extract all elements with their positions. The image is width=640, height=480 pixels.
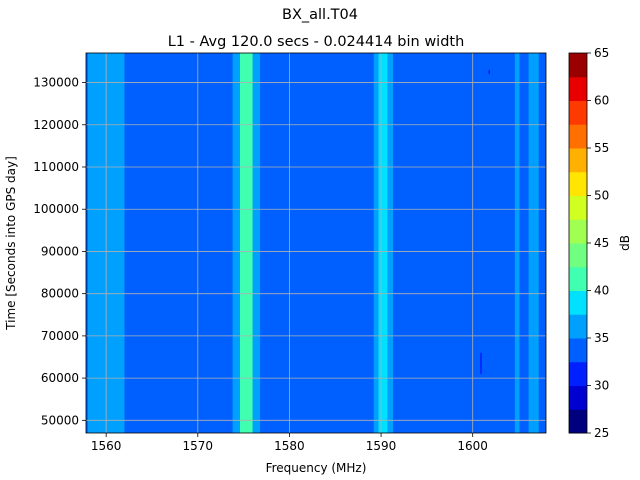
colorbar-segment-9 (569, 195, 587, 220)
x-tick-label-4: 1600 (457, 439, 488, 453)
y-tick-label-3: 80000 (41, 287, 79, 301)
colorbar-segment-2 (569, 361, 587, 386)
y-tick-label-8: 130000 (33, 76, 79, 90)
x-tick-label-2: 1580 (274, 439, 305, 453)
colorbar-label: dB (618, 235, 632, 251)
heatmap-band-10 (533, 53, 539, 433)
chart-subtitle: L1 - Avg 120.0 secs - 0.024414 bin width (168, 34, 465, 50)
colorbar-segment-5 (569, 290, 587, 315)
grid-lines (86, 53, 546, 433)
y-tick-label-2: 70000 (41, 329, 79, 343)
heatmap-spot-0 (480, 352, 482, 374)
colorbar-tick-label-0: 25 (594, 426, 609, 440)
colorbar-segment-3 (569, 338, 587, 363)
colorbar-tick-label-3: 40 (594, 284, 609, 298)
x-tick-label-1: 1570 (183, 439, 214, 453)
heatmap-band-2 (232, 53, 240, 433)
heatmap-band-6 (378, 53, 388, 433)
plot-area (86, 53, 546, 433)
axes: 1560 1570 1580 1590 1600 50000 60000 70000 80000… (33, 52, 547, 453)
colorbar-tick-label-5: 50 (594, 189, 609, 203)
y-tick-label-7: 120000 (33, 118, 79, 132)
colorbar-segment-14 (569, 76, 587, 101)
heatmap-band-1 (96, 53, 125, 433)
colorbar-tick-label-1: 30 (594, 379, 609, 393)
colorbar-tick-label-2: 35 (594, 331, 609, 345)
chart-title: BX_all.T04 (282, 7, 358, 23)
heatmap-band-4 (252, 53, 261, 433)
x-tick-label-3: 1590 (366, 439, 397, 453)
colorbar-segment-13 (569, 100, 587, 125)
y-tick-label-1: 60000 (41, 371, 79, 385)
colorbar-segment-0 (569, 409, 587, 434)
x-tick-label-0: 1560 (91, 439, 122, 453)
y-tick-label-6: 110000 (33, 160, 79, 174)
x-axis-label: Frequency (MHz) (266, 461, 367, 475)
heatmap-band-8 (514, 53, 520, 433)
heatmap-band-5 (373, 53, 379, 433)
colorbar-segment-7 (569, 243, 587, 268)
heatmap-cells (86, 53, 546, 433)
y-tick-label-4: 90000 (41, 244, 79, 258)
heatmap-spot-1 (488, 69, 490, 75)
colorbar-segment-1 (569, 385, 587, 410)
colorbar-tick-label-4: 45 (594, 236, 609, 250)
colorbar-segment-6 (569, 266, 587, 291)
colorbar-segment-11 (569, 148, 587, 173)
colorbar-tick-label-8: 65 (594, 46, 609, 60)
heatmap-band-9 (528, 53, 534, 433)
heatmap-band-0 (87, 53, 97, 433)
y-axis-label: Time [Seconds into GPS day] (4, 156, 18, 331)
heatmap-band-7 (387, 53, 393, 433)
colorbar-segment-10 (569, 171, 587, 196)
colorbar-tick-label-7: 60 (594, 94, 609, 108)
colorbar-segment-8 (569, 219, 587, 244)
plot-frame (85, 52, 547, 434)
colorbar-segment-15 (569, 53, 587, 78)
colorbar-segment-4 (569, 314, 587, 339)
heatmap-band-3 (239, 53, 253, 433)
y-tick-label-5: 100000 (33, 202, 79, 216)
heatmap-background (86, 53, 546, 433)
colorbar-tick-label-6: 55 (594, 141, 609, 155)
y-tick-label-0: 50000 (41, 413, 79, 427)
colorbar: 25 30 35 40 45 50 55 60 65 (568, 46, 609, 440)
colorbar-segment-12 (569, 124, 587, 149)
